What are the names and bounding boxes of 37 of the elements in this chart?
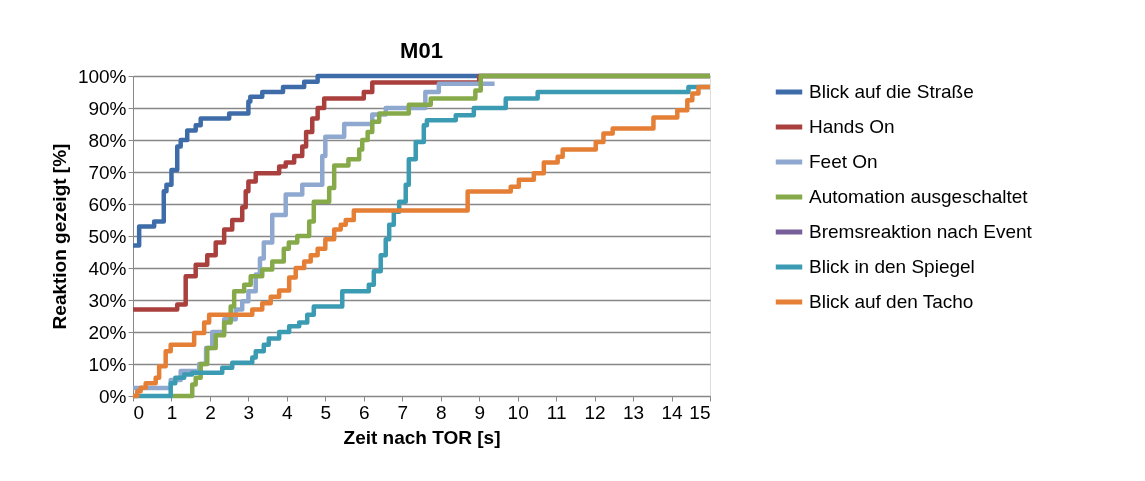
legend-label: Blick auf den Tacho (809, 291, 974, 312)
legend-label: Feet On (809, 151, 878, 172)
y-tick-label: 50% (88, 225, 127, 247)
x-tick-label: 10 (507, 401, 529, 423)
legend-label: Bremsreaktion nach Event (809, 221, 1033, 242)
y-tick-label: 80% (88, 129, 127, 151)
x-tick-label: 7 (397, 401, 409, 423)
x-tick-label: 11 (546, 401, 567, 423)
y-tick-label: 90% (88, 97, 127, 119)
x-tick-label: 0 (133, 401, 145, 423)
x-tick-label: 4 (282, 401, 294, 423)
legend-label: Blick auf die Straße (809, 81, 974, 102)
legend-label: Automation ausgeschaltet (809, 186, 1029, 207)
x-tick-label: 15 (689, 401, 711, 423)
x-axis-title: Zeit nach TOR [s] (343, 426, 501, 448)
y-tick-label: 40% (88, 257, 127, 279)
y-tick-label: 20% (88, 321, 127, 343)
x-tick-label: 8 (435, 401, 447, 423)
x-tick-label: 2 (205, 401, 216, 423)
x-tick-label: 13 (623, 401, 645, 423)
x-tick-label: 3 (243, 401, 255, 423)
x-tick-label: 14 (661, 401, 684, 423)
x-tick-label: 9 (474, 401, 485, 423)
y-tick-label: 60% (88, 193, 127, 215)
y-axis-title: Reaktion gezeigt [%] (48, 143, 70, 330)
x-tick-label: 1 (166, 401, 178, 423)
legend-label: Blick in den Spiegel (809, 256, 975, 277)
y-tick-label: 30% (88, 289, 127, 311)
x-tick-label: 5 (320, 401, 332, 423)
y-tick-label: 70% (88, 161, 127, 183)
y-tick-label: 0% (99, 385, 127, 407)
x-tick-label: 12 (584, 401, 606, 423)
chart-title: M01 (400, 38, 443, 63)
y-tick-label: 100% (77, 65, 127, 87)
x-tick-label: 6 (359, 401, 370, 423)
legend-label: Hands On (809, 116, 895, 137)
y-tick-label: 10% (88, 353, 127, 375)
